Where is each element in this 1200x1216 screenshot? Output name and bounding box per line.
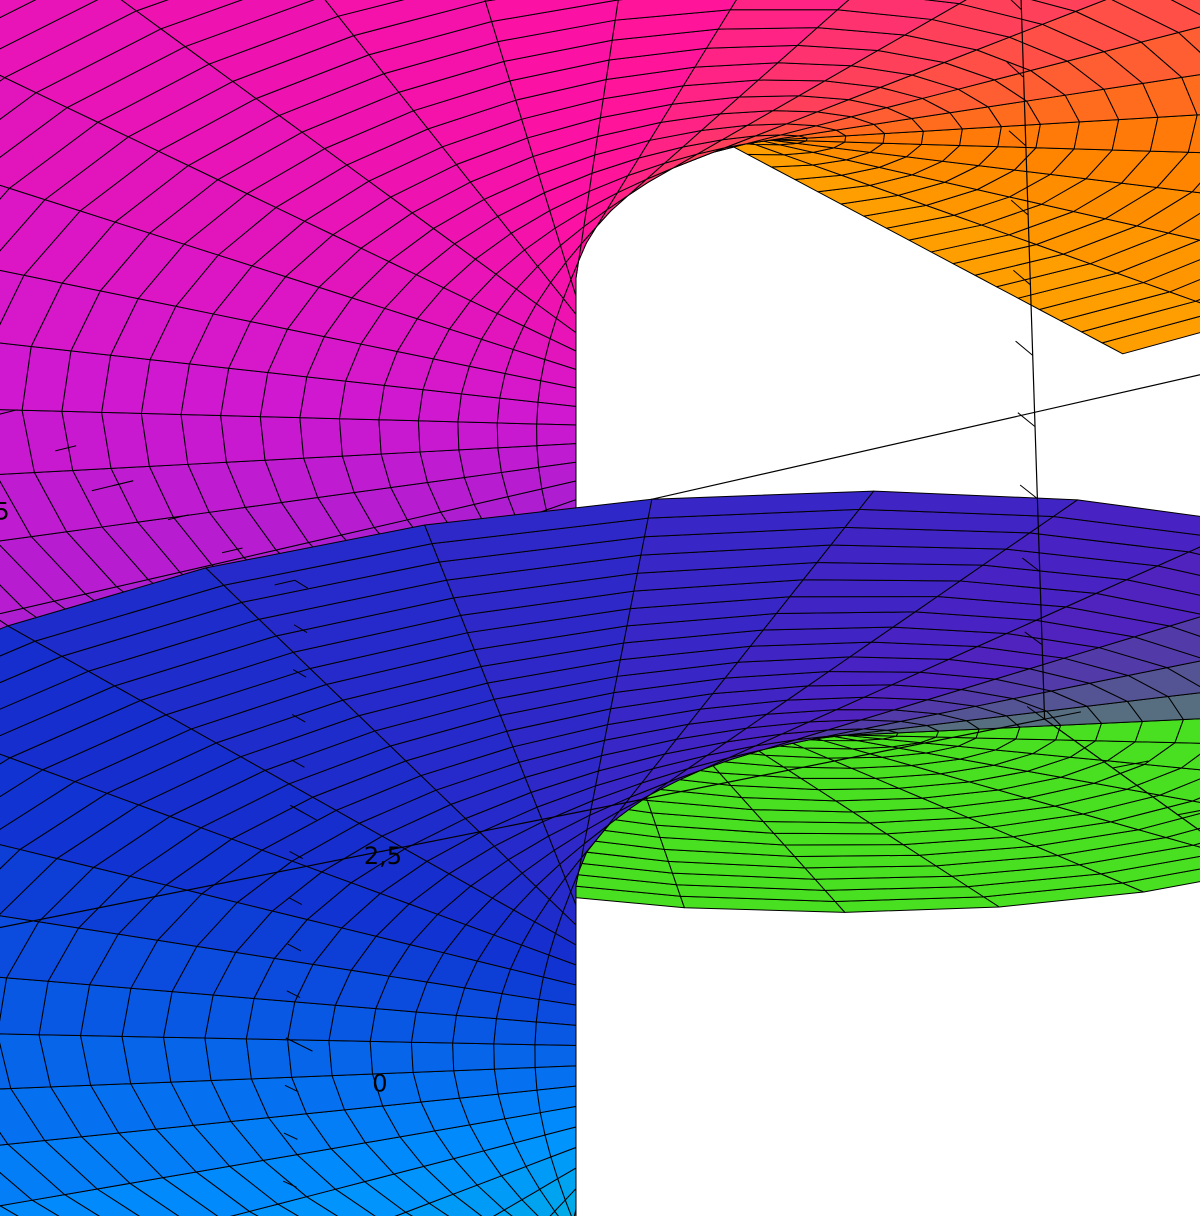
surface-mesh [0, 0, 1200, 1216]
axis-tick-label: 5 [0, 497, 10, 525]
riemann-surface-3d-plot: -505-505-505-5-2,502,5 [0, 0, 1200, 1216]
axis-tick-label: 0 [372, 1070, 387, 1098]
axis-tick-label: 2,5 [364, 842, 402, 870]
